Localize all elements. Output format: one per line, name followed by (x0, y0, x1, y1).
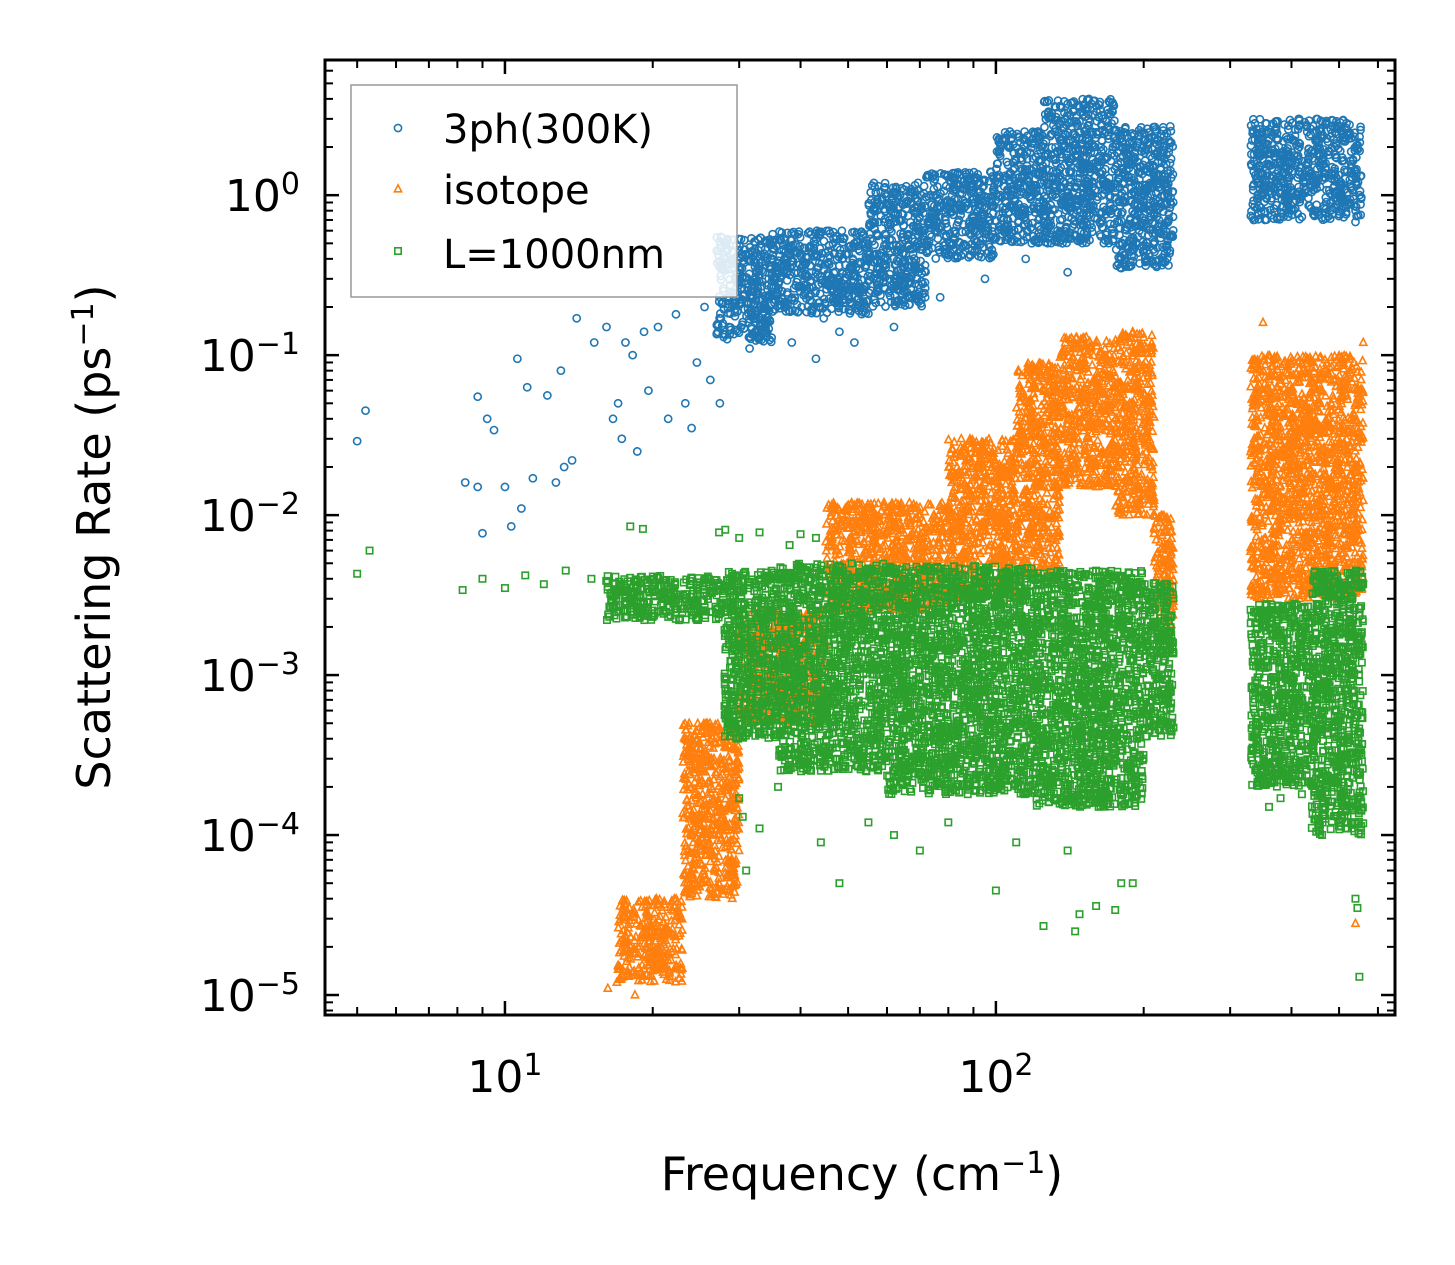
data-point (737, 278, 746, 287)
data-point (755, 321, 765, 331)
data-point (746, 276, 756, 286)
data-point (734, 328, 744, 338)
data-point (734, 298, 744, 308)
data-point (754, 264, 764, 274)
data-point (737, 320, 747, 330)
data-point (754, 315, 763, 325)
data-point (753, 331, 763, 341)
data-point (738, 272, 748, 281)
data-marks (352, 94, 1369, 999)
data-point (755, 251, 765, 261)
data-point (834, 307, 844, 317)
data-point (715, 309, 725, 318)
data-point (767, 333, 777, 343)
series-0 (352, 94, 1366, 538)
data-point (760, 249, 769, 259)
data-point (743, 255, 753, 265)
data-point (719, 332, 729, 342)
data-point (751, 336, 761, 345)
data-point (713, 319, 722, 329)
data-point (730, 299, 740, 309)
data-point (762, 332, 771, 342)
data-point (746, 334, 756, 344)
data-point (803, 228, 813, 238)
data-point (744, 332, 754, 342)
data-point (752, 286, 762, 296)
data-point (756, 233, 765, 243)
data-point (819, 236, 829, 246)
data-point (742, 311, 751, 321)
data-point (759, 327, 769, 337)
data-point (750, 237, 759, 246)
data-point (749, 255, 759, 265)
data-point (752, 290, 762, 299)
data-point (730, 307, 740, 317)
data-point (746, 312, 756, 322)
data-point (718, 297, 728, 307)
data-point (757, 281, 767, 291)
data-point (743, 249, 753, 259)
data-point (757, 277, 767, 287)
